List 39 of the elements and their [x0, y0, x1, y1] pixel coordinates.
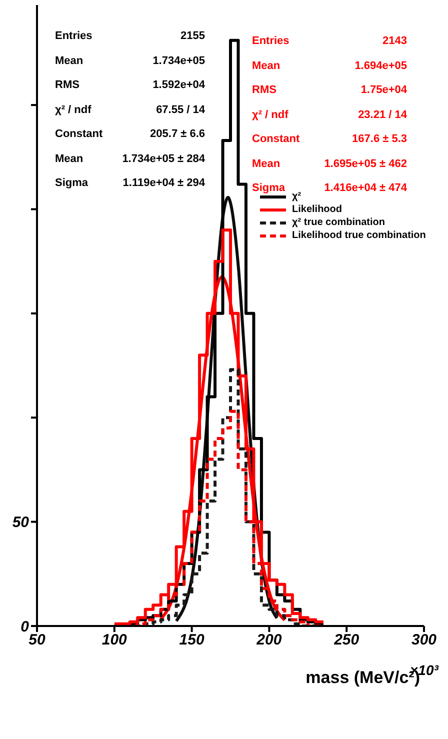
x-tick-label: 50 — [28, 632, 46, 649]
annotation: χ² / ndf — [55, 104, 92, 118]
annotation: Entries — [252, 35, 290, 49]
x-tick-label: 100 — [102, 632, 128, 649]
legend-label: Likelihood true combination — [292, 230, 426, 241]
annotation: 1.75e+04 — [360, 84, 407, 98]
annotation: Mean — [55, 152, 84, 166]
legend-label: Likelihood — [292, 204, 342, 215]
annotation: 1.734e+05 ± 284 — [122, 152, 205, 166]
x-tick-label: 250 — [333, 632, 360, 649]
annotation: Sigma — [252, 182, 286, 196]
annotation: 167.6 ± 5.3 — [352, 133, 407, 147]
annotation: Mean — [55, 54, 84, 68]
x-tick-label: 150 — [179, 632, 205, 649]
annotation: Constant — [252, 133, 300, 147]
annotation: 1.416e+04 ± 474 — [324, 182, 407, 194]
annotation: RMS — [55, 79, 80, 93]
annotation: 23.21 / 14 — [358, 108, 407, 122]
y-tick-label: 0 — [20, 618, 30, 636]
annotation: 2143 — [382, 35, 407, 49]
annotation: 205.7 ± 6.6 — [150, 128, 205, 142]
annotation: χ² / ndf — [252, 108, 288, 122]
annotation: 1.592e+04 — [152, 79, 205, 93]
annotation: 1.695e+05 ± 462 — [324, 158, 407, 172]
annotation: RMS — [252, 84, 276, 98]
annotation: Sigma — [55, 177, 88, 191]
legend-label: χ² true combination — [292, 217, 385, 228]
annotation: Entries — [55, 30, 92, 44]
annotation: Mean — [252, 60, 280, 74]
legend-label: χ² — [292, 191, 302, 202]
annotation: 2155 — [180, 30, 205, 44]
annotation: 1.694e+05 — [354, 60, 407, 74]
annotation: 1.734e+05 — [152, 54, 205, 68]
x-tick-label: 300 — [411, 632, 438, 649]
x-tick-label: 200 — [256, 632, 282, 649]
annotation: 67.55 / 14 — [156, 104, 205, 118]
annotation: 1.119e+04 ± 294 — [122, 177, 205, 191]
annotation: Constant — [55, 128, 103, 142]
annotation: Mean — [252, 158, 280, 172]
